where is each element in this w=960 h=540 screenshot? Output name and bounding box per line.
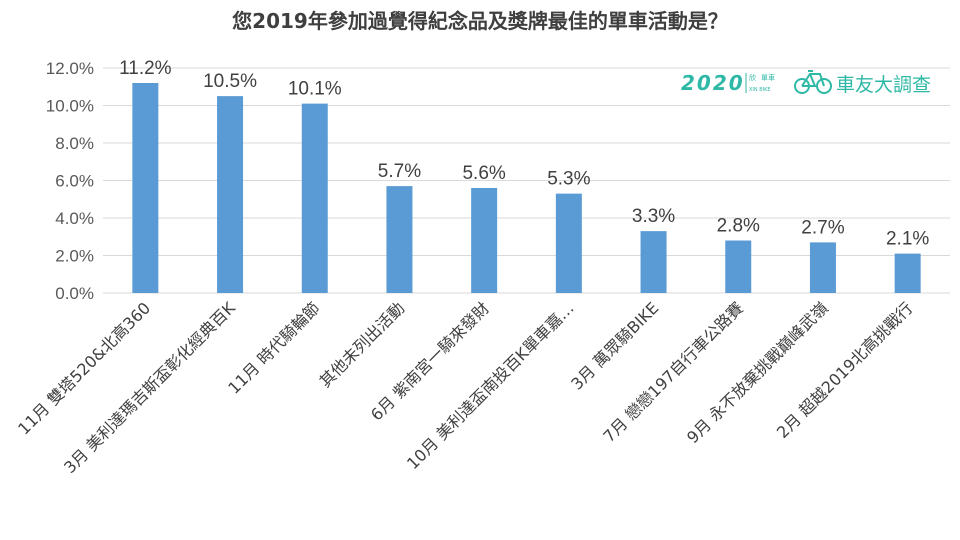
data-label: 10.5%: [203, 71, 257, 92]
data-label: 2.8%: [717, 216, 760, 237]
survey-logo: 2020 欣 單車 XIN BIKE 車友大調查: [681, 70, 931, 96]
y-tick-label: 12.0%: [46, 59, 94, 78]
logo-brand-mid: 單車: [761, 73, 775, 82]
data-label: 11.2%: [119, 58, 172, 79]
data-labels: 11.2% 10.5% 10.1% 5.7% 5.6% 5.3% 3.3% 2.8% 2.7% 2…: [119, 58, 929, 250]
logo-brand-sub: XIN BIKE: [749, 87, 771, 93]
data-label: 3.3%: [632, 206, 675, 227]
y-tick-label: 6.0%: [55, 172, 94, 191]
x-tick-label: 3月 萬眾騎BIKE: [567, 298, 662, 393]
bar: [217, 96, 244, 293]
data-label: 2.7%: [801, 217, 844, 238]
bar: [894, 253, 921, 293]
x-tick-label: 其他未列出活動: [316, 298, 409, 391]
x-tick-label: 10月 美利達盃南投百K單車嘉…: [403, 298, 578, 473]
gridlines: [103, 67, 950, 294]
logo-text: 車友大調查: [836, 74, 931, 96]
bicycle-icon: [794, 70, 832, 94]
data-label: 2.1%: [886, 229, 929, 250]
x-tick-label: 3月 美利達瑪吉斯盃彰化經典百K: [60, 298, 239, 477]
x-tick-label: 11月 時代騎輪節: [224, 298, 323, 397]
data-label: 5.6%: [462, 163, 505, 184]
bar: [725, 240, 752, 293]
y-axis-ticks: 0.0% 2.0% 4.0% 6.0% 8.0% 10.0% 12.0%: [46, 59, 94, 303]
bar: [471, 188, 498, 293]
y-tick-label: 0.0%: [55, 284, 94, 303]
bars: [132, 83, 921, 293]
y-tick-label: 10.0%: [46, 97, 94, 116]
bar: [809, 242, 836, 293]
data-label: 5.7%: [378, 161, 421, 182]
x-tick-label: 9月 永不放棄挑戰巔峰武嶺: [683, 298, 832, 447]
bar: [301, 103, 328, 293]
bar: [555, 193, 582, 293]
bar: [132, 83, 159, 293]
bar: [386, 186, 413, 293]
bar: [640, 231, 667, 293]
x-tick-label: 7月 戀戀197自行車公路賽: [599, 298, 747, 446]
x-tick-label: 2月 超越2019北高挑戰行: [773, 298, 917, 442]
y-tick-label: 2.0%: [55, 247, 94, 266]
y-tick-label: 8.0%: [55, 134, 94, 153]
y-tick-label: 4.0%: [55, 209, 94, 228]
logo-brand-top: 欣: [749, 73, 756, 82]
chart-title: 您2019年參加過覺得紀念品及獎牌最佳的單車活動是？: [232, 9, 728, 33]
data-label: 5.3%: [547, 169, 590, 190]
data-label: 10.1%: [288, 79, 342, 100]
logo-year: 2020: [681, 71, 745, 95]
